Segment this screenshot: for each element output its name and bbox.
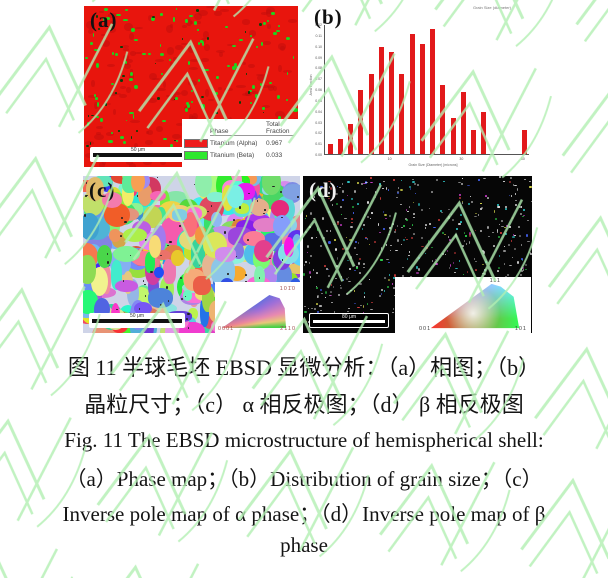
panel-c-scale-bar-line [92,319,182,323]
cubic-ipf-color-key: 111 001 101 [395,277,531,333]
ipf-triangle-white-center [430,283,520,329]
panel-c-label: (c) [89,178,116,202]
phase-legend: Phase Total Fraction Titanium (Alpha) 0.… [182,119,298,167]
legend-header-total-fraction: Total Fraction [266,121,294,136]
ipf-label-111: 111 [489,278,501,284]
histogram-plot [324,25,529,155]
caption-english-line3: Inverse pole map of α phase；（d）Inverse p… [62,502,546,526]
ipf-triangle-gradient [430,283,520,329]
panel-d-scale-bar-line [313,320,385,323]
caption-english-line4: phase [280,533,328,557]
phase-legend-header: Phase Total Fraction [184,121,295,136]
alpha-fraction-value: 0.967 [266,140,283,147]
legend-row-alpha: Titanium (Alpha) 0.967 [184,139,295,148]
caption-english-line1: Fig. 11 The EBSD microstructure of hemis… [64,428,544,452]
panel-b-label: (b) [314,5,343,29]
ipf-label-101: 101 [514,326,527,332]
panel-a-label: (a) [90,8,118,32]
ipf-label-1010: 101̄0 [279,286,296,292]
histogram-y-axis-label: Area Fraction [309,74,313,96]
legend-header-fraction: Fraction [266,128,290,135]
panel-c-scale-bar: 50 μm [89,313,185,328]
legend-header-total: Total [266,121,280,128]
ipf-label-2110: 2̄110 [280,326,296,332]
ipf-wedge-gradient [222,295,286,328]
beta-color-swatch [184,151,208,160]
histogram-x-axis-label: Grain Size (Diameter) [microns] [408,163,458,167]
caption-chinese-line1: 图 11 半球毛坯 EBSD 显微分析：（a）相图；（b） [67,355,541,380]
panel-b-grain-size-histogram: (b) Grain Size (diameter) Area Fraction … [308,3,532,168]
panel-a-phase-map: (a) 50 μm Phase Total Fraction Titanium … [84,6,298,167]
beta-phase-name: Titanium (Beta) [210,152,255,159]
panel-a-scale-bar-line [93,153,183,157]
panel-d-label: (d) [309,178,338,202]
ipf-label-0001: 0001 [218,326,235,332]
panel-a-scale-bar: 50 μm [90,147,186,162]
alpha-phase-name: Titanium (Alpha) [210,140,258,147]
caption-chinese-line2: 晶粒尺寸；（c） α 相反极图；（d） β 相反极图 [84,392,524,417]
hexagonal-ipf-color-key: 101̄0 0001 2̄110 [215,282,300,333]
panel-d-beta-ipf-map: (d) 80 μm 111 001 101 [303,176,532,333]
beta-fraction-value: 0.033 [266,152,283,159]
ipf-label-001: 001 [419,326,432,332]
caption-english-line2: （a）Phase map；（b）Distribution of grain si… [65,467,543,491]
histogram-title: Grain Size (diameter) [472,5,511,10]
panel-d-scale-bar: 80 μm [309,313,389,328]
alpha-color-swatch [184,139,208,148]
panel-c-alpha-ipf-map: (c) 50 μm 101̄0 0001 2̄110 [83,176,300,333]
legend-row-beta: Titanium (Beta) 0.033 [184,151,295,160]
legend-header-phase: Phase [210,121,266,136]
